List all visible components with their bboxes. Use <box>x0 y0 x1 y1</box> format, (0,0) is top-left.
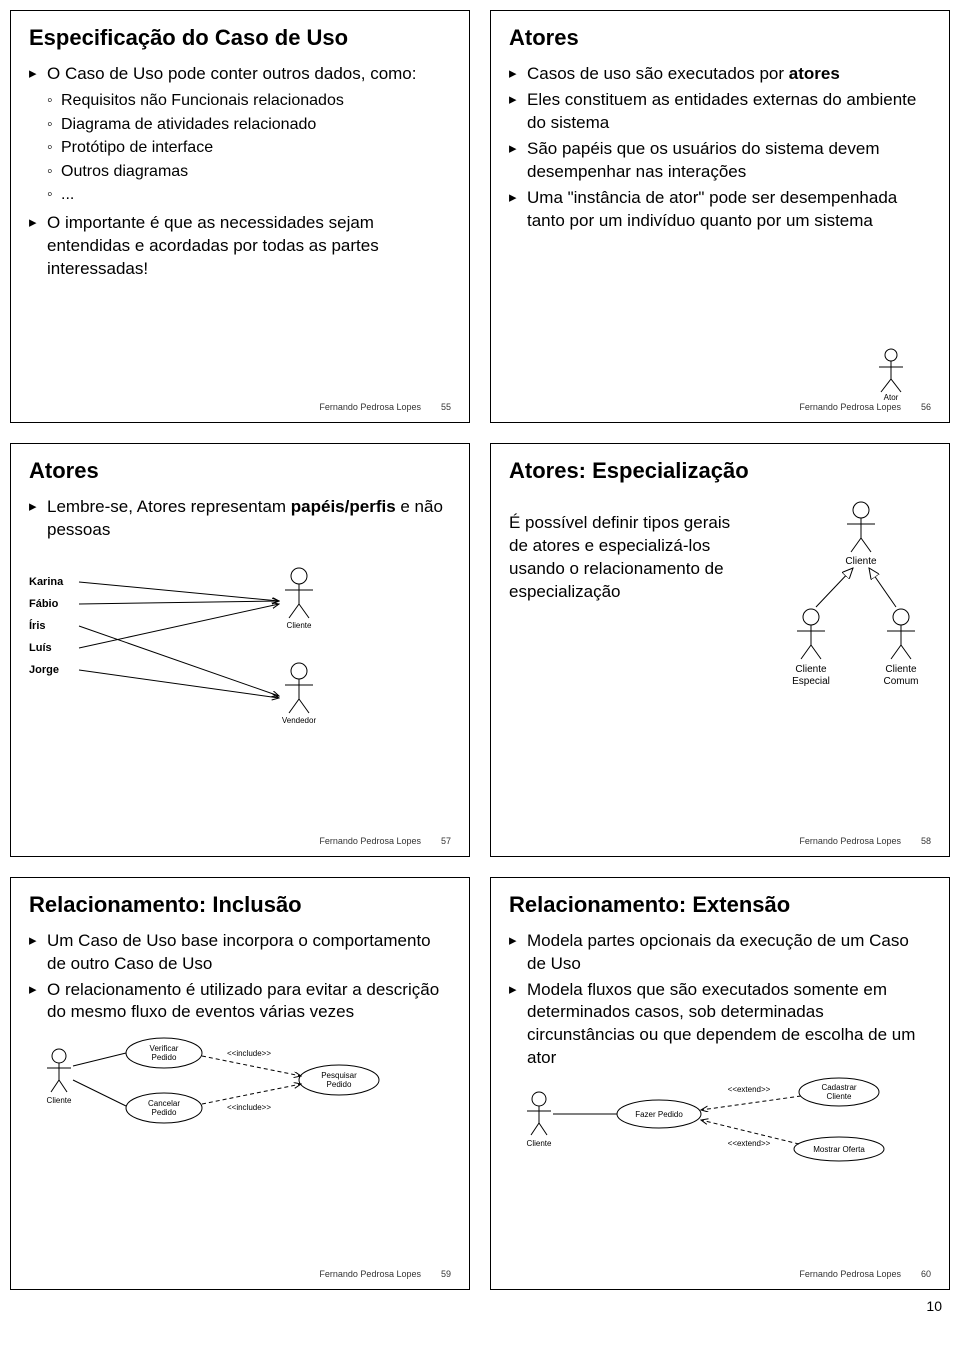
svg-text:Pesquisar: Pesquisar <box>321 1071 357 1080</box>
svg-text:Pedido: Pedido <box>327 1080 352 1089</box>
bullet-item: Um Caso de Uso base incorpora o comporta… <box>29 930 451 976</box>
slide-footer: Fernando Pedrosa Lopes 59 <box>29 1269 451 1279</box>
slide-title: Relacionamento: Inclusão <box>29 892 451 918</box>
bullet-item: O importante é que as necessidades sejam… <box>29 212 451 281</box>
bullet-item: São papéis que os usuários do sistema de… <box>509 138 931 184</box>
actor-label: Cliente <box>845 556 877 567</box>
actor-icon: Ator <box>871 347 911 402</box>
svg-text:Cadastrar: Cadastrar <box>821 1083 856 1092</box>
svg-text:Pedido: Pedido <box>152 1108 177 1117</box>
sub-bullet-item: Protótipo de interface <box>47 137 451 159</box>
bullet-list: Modela partes opcionais da execução de u… <box>509 930 931 1071</box>
sub-bullet-list: Requisitos não Funcionais relacionados D… <box>47 90 451 206</box>
footer-author: Fernando Pedrosa Lopes <box>799 1269 901 1279</box>
slide-content: É possível definir tipos gerais de atore… <box>509 492 931 831</box>
bullet-list: Lembre-se, Atores representam papéis/per… <box>29 496 451 542</box>
include-svg: Cliente Verificar Pedido Cancelar Pedido… <box>29 1028 451 1138</box>
slide-title: Atores <box>29 458 451 484</box>
slide-content: O Caso de Uso pode conter outros dados, … <box>29 59 451 398</box>
actor-label: Cliente <box>885 664 917 675</box>
bullet-list: O Caso de Uso pode conter outros dados, … <box>29 63 451 86</box>
actor-label: Vendedor <box>282 716 317 725</box>
extend-svg: Cliente Fazer Pedido Cadastrar Cliente M… <box>509 1074 931 1174</box>
slide-footer: Fernando Pedrosa Lopes 57 <box>29 836 451 846</box>
bullet-item: Lembre-se, Atores representam papéis/per… <box>29 496 451 542</box>
footer-author: Fernando Pedrosa Lopes <box>319 402 421 412</box>
specialization-diagram: Cliente Cliente Especial Cliente <box>761 492 931 831</box>
footer-num: 57 <box>441 836 451 846</box>
stereotype-label: <<include>> <box>227 1049 271 1058</box>
actor-label: Especial <box>792 676 830 687</box>
actor-label: Cliente <box>527 1139 552 1148</box>
slide-footer: Fernando Pedrosa Lopes 56 <box>509 402 931 412</box>
actor-label: Cliente <box>795 664 827 675</box>
footer-num: 56 <box>921 402 931 412</box>
bullet-item: Casos de uso são executados por atores <box>509 63 931 86</box>
slide-content: Um Caso de Uso base incorpora o comporta… <box>29 926 451 1265</box>
bullet-item: Uma "instância de ator" pode ser desempe… <box>509 187 931 233</box>
stereotype-label: <<include>> <box>227 1103 271 1112</box>
slide-56: Atores Casos de uso são executados por a… <box>490 10 950 423</box>
bullet-item: Eles constituem as entidades externas do… <box>509 89 931 135</box>
slide-58: Atores: Especialização É possível defini… <box>490 443 950 856</box>
footer-author: Fernando Pedrosa Lopes <box>319 836 421 846</box>
actor-label: Cliente <box>287 621 312 630</box>
footer-author: Fernando Pedrosa Lopes <box>319 1269 421 1279</box>
slide-59: Relacionamento: Inclusão Um Caso de Uso … <box>10 877 470 1290</box>
svg-text:Verificar: Verificar <box>150 1044 179 1053</box>
bullet-list: Casos de uso são executados por atores E… <box>509 63 931 233</box>
slide-footer: Fernando Pedrosa Lopes 58 <box>509 836 931 846</box>
footer-author: Fernando Pedrosa Lopes <box>799 402 901 412</box>
slide-title: Especificação do Caso de Uso <box>29 25 451 51</box>
stereotype-label: <<extend>> <box>728 1085 771 1094</box>
footer-num: 59 <box>441 1269 451 1279</box>
slide-content: Casos de uso são executados por atores E… <box>509 59 931 398</box>
bullet-item: Modela fluxos que são executados somente… <box>509 979 931 1071</box>
sub-bullet-item: ... <box>47 184 451 206</box>
bullet-item: O relacionamento é utilizado para evitar… <box>29 979 451 1025</box>
bullet-item: O Caso de Uso pode conter outros dados, … <box>29 63 451 86</box>
page-number: 10 <box>10 1298 950 1314</box>
slide-footer: Fernando Pedrosa Lopes 55 <box>29 402 451 412</box>
extend-diagram: Cliente Fazer Pedido Cadastrar Cliente M… <box>509 1074 931 1174</box>
bullet-list: Um Caso de Uso base incorpora o comporta… <box>29 930 451 1025</box>
mapping-lines: Cliente Vendedor <box>29 546 451 776</box>
actor-label: Ator <box>884 393 899 402</box>
stereotype-label: <<extend>> <box>728 1139 771 1148</box>
slide-content: Lembre-se, Atores representam papéis/per… <box>29 492 451 831</box>
svg-text:Mostrar Oferta: Mostrar Oferta <box>813 1145 865 1154</box>
actor-label: Cliente <box>47 1096 72 1105</box>
paragraph: É possível definir tipos gerais de atore… <box>509 492 751 831</box>
slide-grid: Especificação do Caso de Uso O Caso de U… <box>10 10 950 1290</box>
slide-title: Atores <box>509 25 931 51</box>
slide-footer: Fernando Pedrosa Lopes 60 <box>509 1269 931 1279</box>
bullet-list: O importante é que as necessidades sejam… <box>29 212 451 281</box>
footer-num: 60 <box>921 1269 931 1279</box>
footer-author: Fernando Pedrosa Lopes <box>799 836 901 846</box>
slide-55: Especificação do Caso de Uso O Caso de U… <box>10 10 470 423</box>
sub-bullet-item: Outros diagramas <box>47 161 451 183</box>
slide-content: Modela partes opcionais da execução de u… <box>509 926 931 1265</box>
footer-num: 55 <box>441 402 451 412</box>
svg-text:Pedido: Pedido <box>152 1053 177 1062</box>
slide-title: Relacionamento: Extensão <box>509 892 931 918</box>
sub-bullet-item: Diagrama de atividades relacionado <box>47 114 451 136</box>
slide-title: Atores: Especialização <box>509 458 931 484</box>
svg-text:Cliente: Cliente <box>827 1092 852 1101</box>
actor-label: Comum <box>883 676 918 687</box>
actor-diagram: Karina Fábio Íris Luís Jorge <box>29 546 451 776</box>
footer-num: 58 <box>921 836 931 846</box>
svg-text:Cancelar: Cancelar <box>148 1099 180 1108</box>
slide-57: Atores Lembre-se, Atores representam pap… <box>10 443 470 856</box>
include-diagram: Cliente Verificar Pedido Cancelar Pedido… <box>29 1028 451 1138</box>
slide-60: Relacionamento: Extensão Modela partes o… <box>490 877 950 1290</box>
sub-bullet-item: Requisitos não Funcionais relacionados <box>47 90 451 112</box>
bullet-item: Modela partes opcionais da execução de u… <box>509 930 931 976</box>
specialization-svg: Cliente Cliente Especial Cliente <box>761 492 931 712</box>
svg-text:Fazer Pedido: Fazer Pedido <box>635 1110 683 1119</box>
